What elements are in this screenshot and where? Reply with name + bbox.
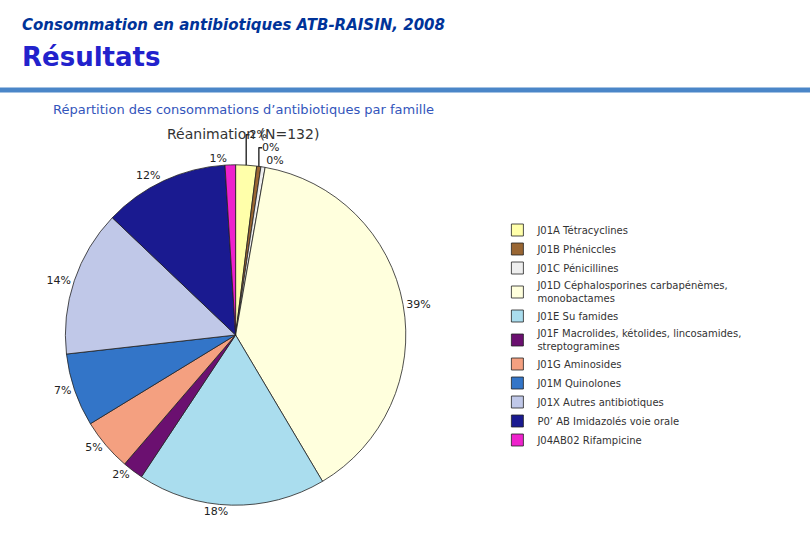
svg-text:J01F Macrolides, kétolides, li: J01F Macrolides, kétolides, lincosamides…	[536, 328, 741, 352]
svg-text:Répartition des consommations: Répartition des consommations d’antibiot…	[53, 102, 434, 117]
svg-text:J01B Phéniccles: J01B Phéniccles	[536, 244, 616, 255]
svg-text:J01C Pénicillines: J01C Pénicillines	[536, 263, 618, 274]
svg-text:39%: 39%	[406, 298, 430, 311]
svg-text:J01D Céphalosporines carbapénè: J01D Céphalosporines carbapénèmes,monoba…	[536, 280, 727, 304]
svg-text:Réanimation (N=132): Réanimation (N=132)	[167, 126, 319, 142]
svg-text:P0’ AB Imidazolés voie orale: P0’ AB Imidazolés voie orale	[537, 416, 679, 427]
svg-text:J04AB02 Rifampicine: J04AB02 Rifampicine	[536, 435, 641, 446]
svg-text:14%: 14%	[47, 274, 71, 287]
svg-text:J01A Tétracyclines: J01A Tétracyclines	[536, 225, 628, 236]
svg-text:1%: 1%	[210, 152, 227, 165]
svg-text:J01X Autres antibiotiques: J01X Autres antibiotiques	[536, 397, 663, 408]
svg-text:0%: 0%	[266, 154, 283, 167]
svg-text:J01M Quinolones: J01M Quinolones	[536, 378, 621, 389]
svg-text:J01E Su famides: J01E Su famides	[536, 311, 618, 322]
svg-text:J01G Aminosides: J01G Aminosides	[536, 359, 621, 370]
svg-text:Consommation en antibiotiques: Consommation en antibiotiques ATB-RAISIN…	[22, 16, 445, 34]
svg-text:5%: 5%	[85, 441, 102, 454]
svg-text:Résultats: Résultats	[22, 42, 160, 72]
svg-text:2%: 2%	[112, 468, 129, 481]
svg-text:0%: 0%	[262, 141, 279, 154]
svg-text:7%: 7%	[54, 384, 71, 397]
svg-text:18%: 18%	[204, 505, 228, 518]
svg-text:2%: 2%	[249, 128, 266, 141]
svg-text:12%: 12%	[136, 169, 160, 182]
